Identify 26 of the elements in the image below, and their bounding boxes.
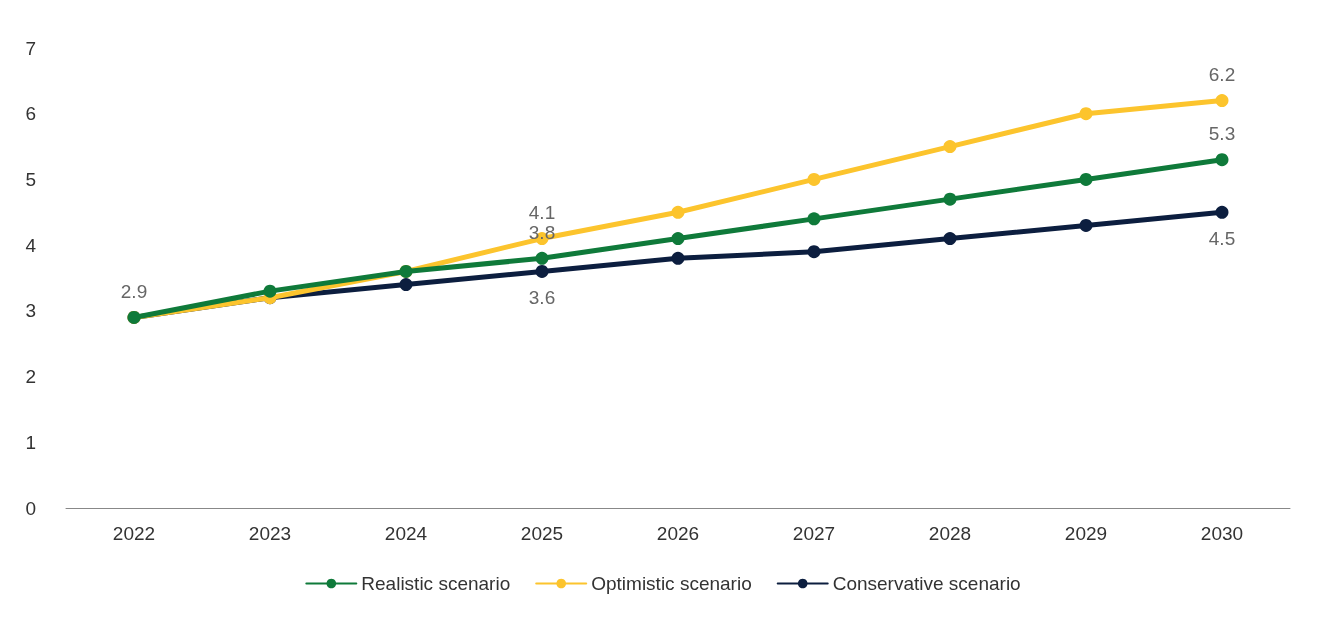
x-tick-label: 2024	[384, 523, 428, 544]
x-tick-label: 2025	[520, 523, 564, 544]
legend-label: Conservative scenario	[832, 573, 1021, 594]
x-tick-label: 2029	[1064, 523, 1108, 544]
data-label: 2.9	[120, 280, 148, 302]
y-tick-label: 6	[25, 103, 36, 125]
x-tick-label: 2027	[792, 523, 836, 544]
data-label: 3.6	[528, 286, 556, 308]
y-tick-label: 5	[25, 168, 36, 190]
y-tick-label: 0	[25, 497, 36, 519]
data-label: 5.3	[1208, 123, 1236, 145]
y-tick-label: 4	[25, 234, 37, 256]
data-label: 6.2	[1208, 64, 1236, 86]
x-tick-label: 2023	[248, 523, 292, 544]
legend-label: Realistic scenario	[361, 573, 511, 594]
x-tick-label: 2030	[1200, 523, 1244, 544]
y-tick-label: 1	[25, 431, 36, 453]
data-label: 4.1	[528, 202, 556, 224]
x-tick-label: 2022	[112, 523, 156, 544]
y-tick-label: 3	[25, 300, 36, 322]
x-tick-label: 2028	[928, 523, 972, 544]
data-label: 4.5	[1208, 227, 1236, 249]
y-tick-label: 2	[25, 366, 36, 388]
legend-label: Optimistic scenario	[591, 573, 752, 594]
x-tick-label: 2026	[656, 523, 700, 544]
y-tick-label: 7	[25, 37, 36, 59]
